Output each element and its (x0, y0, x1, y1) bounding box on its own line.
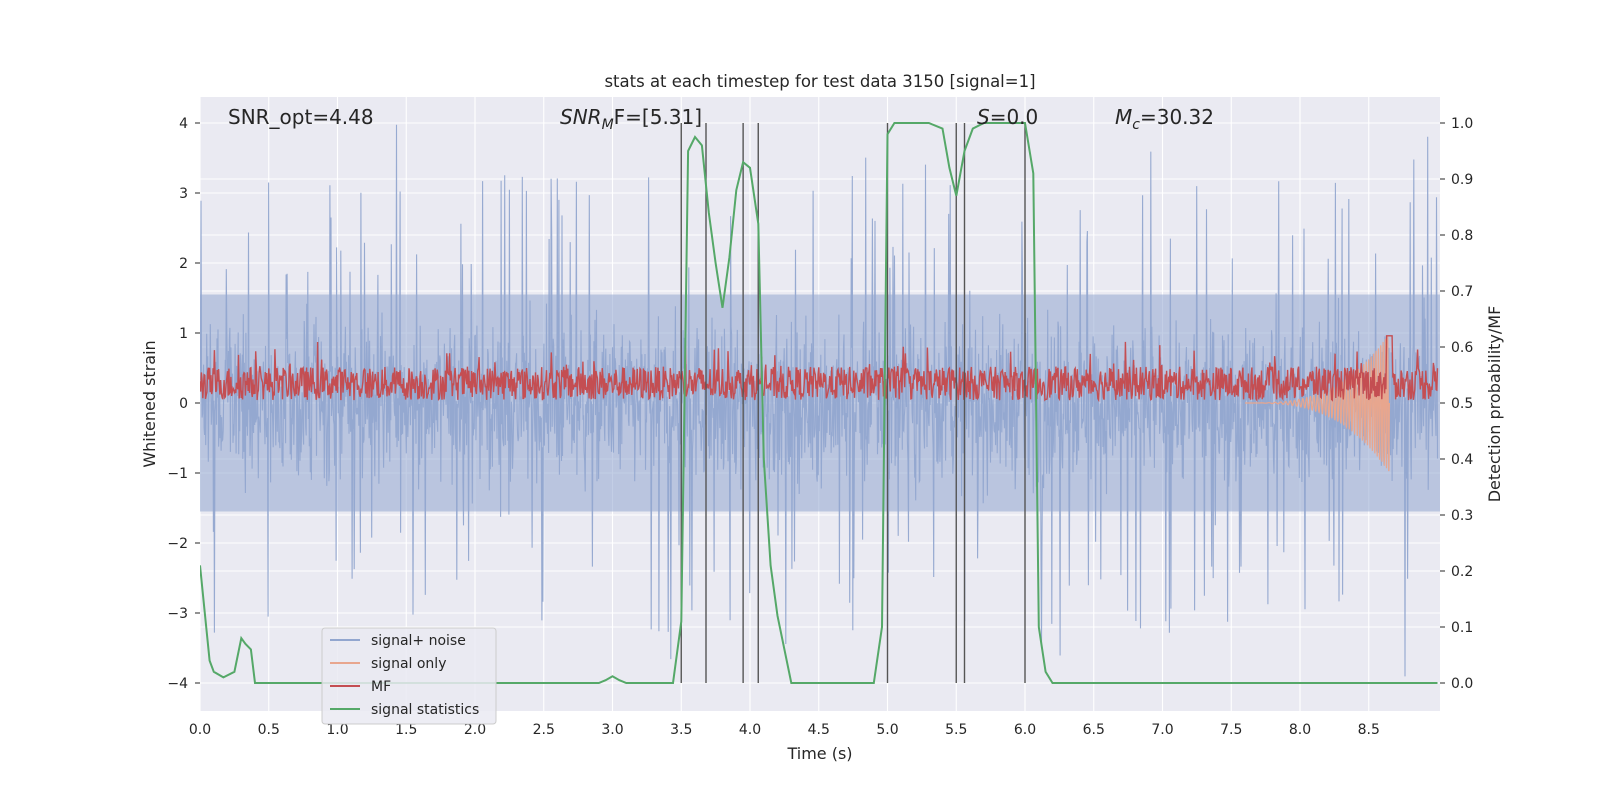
y-tick-label-left: 3 (179, 186, 188, 202)
y-tick-label-left: 0 (179, 396, 188, 412)
x-tick-label: 7.0 (1151, 722, 1173, 738)
y-tick-label-right: 0.5 (1451, 396, 1473, 412)
x-tick-label: 7.5 (1220, 722, 1242, 738)
y-tick-label-left: −3 (167, 606, 188, 622)
y-axis-left-ticks: 4 3 2 1 0 −1 −2 −3 −4 (167, 116, 200, 692)
y-tick-label-right: 0.3 (1451, 508, 1473, 524)
y-axis-label-left: Whitened strain (140, 340, 159, 467)
y-tick-label-right: 0.4 (1451, 452, 1473, 468)
legend-label-signal-statistics: signal statistics (371, 702, 479, 718)
x-axis-ticks: 0.0 0.5 1.0 1.5 2.0 2.5 3.0 3.5 4.0 4.5 5.0 5.5 6.0 6… (189, 722, 1380, 738)
mf-line (200, 335, 1439, 403)
x-tick-label: 2.5 (533, 722, 555, 738)
y-tick-label-left: −4 (167, 676, 188, 692)
legend: signal+ noise signal only MF signal stat… (321, 627, 497, 725)
x-tick-label: 0.5 (258, 722, 280, 738)
legend-label-signal-noise: signal+ noise (371, 633, 466, 649)
y-tick-label-right: 0.8 (1451, 228, 1473, 244)
x-tick-label: 4.0 (739, 722, 761, 738)
plot-area (200, 122, 1440, 684)
annotation-mc: Mc=30.32 (1115, 105, 1214, 133)
annotation-s: S=0.0 (977, 105, 1038, 129)
x-tick-label: 0.0 (189, 722, 211, 738)
legend-label-signal-only: signal only (371, 656, 446, 672)
x-tick-label: 8.0 (1289, 722, 1311, 738)
x-tick-label: 8.5 (1358, 722, 1380, 738)
x-tick-label: 4.5 (808, 722, 830, 738)
annotation-snr-mf: SNRMF=[5.31] (560, 105, 702, 133)
y-axis-right-ticks: 1.0 0.9 0.8 0.7 0.6 0.5 0.4 0.3 0.2 0.1 0.0 (1440, 116, 1473, 692)
x-tick-label: 2.0 (464, 722, 486, 738)
y-tick-label-left: 4 (179, 116, 188, 132)
legend-label-mf: MF (371, 679, 391, 695)
x-tick-label: 3.0 (601, 722, 623, 738)
y-tick-label-left: 1 (179, 326, 188, 342)
signal-noise-band (200, 294, 1440, 512)
y-tick-label-right: 0.2 (1451, 564, 1473, 580)
y-tick-label-left: −1 (167, 466, 188, 482)
y-tick-label-right: 0.1 (1451, 620, 1473, 636)
y-tick-label-right: 0.9 (1451, 172, 1473, 188)
x-tick-label: 6.5 (1083, 722, 1105, 738)
x-tick-label: 1.5 (395, 722, 417, 738)
y-tick-label-right: 0.6 (1451, 340, 1473, 356)
x-axis-label: Time (s) (786, 744, 852, 763)
x-tick-label: 3.5 (670, 722, 692, 738)
x-tick-label: 5.0 (876, 722, 898, 738)
chart-title: stats at each timestep for test data 315… (604, 72, 1035, 91)
x-tick-label: 1.0 (326, 722, 348, 738)
y-tick-label-right: 1.0 (1451, 116, 1473, 132)
y-axis-label-right: Detection probability/MF (1485, 306, 1504, 503)
y-tick-label-left: 2 (179, 256, 188, 272)
legend-box (321, 627, 497, 725)
x-tick-label: 6.0 (1014, 722, 1036, 738)
series-signal-noise (200, 124, 1440, 677)
x-tick-label: 5.5 (945, 722, 967, 738)
y-tick-label-left: −2 (167, 536, 188, 552)
y-tick-label-right: 0.0 (1451, 676, 1473, 692)
y-tick-label-right: 0.7 (1451, 284, 1473, 300)
series-mf (200, 335, 1439, 403)
annotation-snr-opt: SNR_opt=4.48 (228, 105, 374, 129)
